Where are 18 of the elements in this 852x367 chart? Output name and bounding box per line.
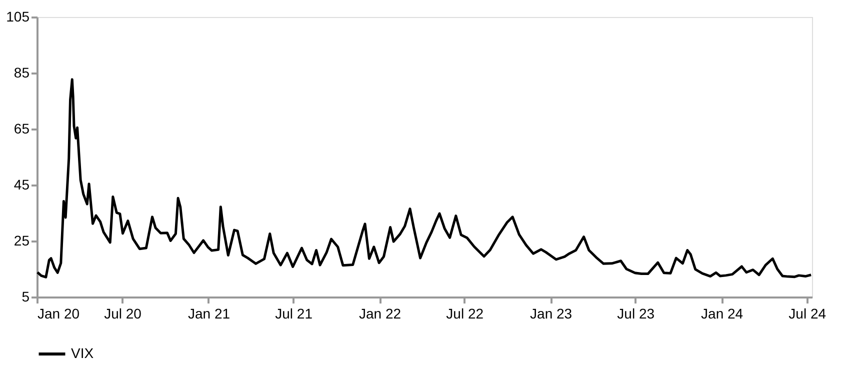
x-tick-label: Jul 20 xyxy=(104,306,142,322)
x-tick-label: Jan 20 xyxy=(38,306,80,322)
x-tick-label: Jan 24 xyxy=(701,306,744,322)
x-tick-label: Jul 22 xyxy=(446,306,484,322)
x-tick-label: Jan 23 xyxy=(530,306,572,322)
x-tick-label: Jan 21 xyxy=(188,306,230,322)
y-tick-label: 65 xyxy=(14,120,30,136)
y-tick-label: 105 xyxy=(6,8,30,24)
y-tick-label: 85 xyxy=(14,64,30,80)
x-tick-label: Jul 23 xyxy=(617,306,655,322)
y-tick-label: 45 xyxy=(14,176,30,192)
y-tick-label: 5 xyxy=(22,288,30,304)
x-tick-label: Jul 24 xyxy=(788,306,826,322)
line-series xyxy=(36,78,812,278)
legend-label: VIX xyxy=(71,345,94,361)
x-tick-label: Jan 22 xyxy=(358,306,402,322)
y-tick-label: 25 xyxy=(14,232,30,248)
x-tick-label: Jul 21 xyxy=(275,306,313,322)
